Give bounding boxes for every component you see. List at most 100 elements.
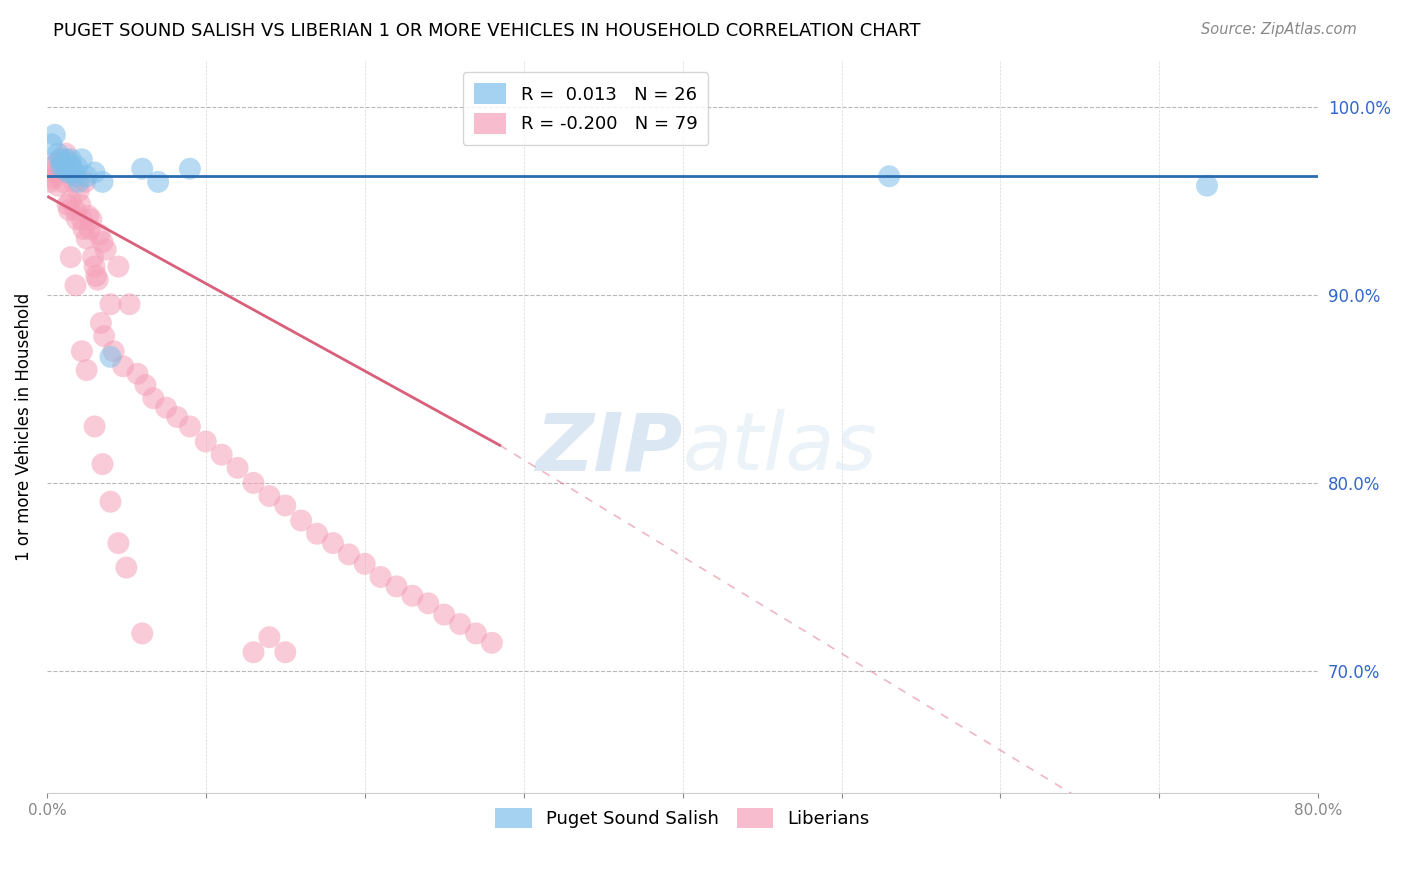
Point xyxy=(45,156,67,170)
Point xyxy=(307,526,329,541)
Point xyxy=(76,363,98,377)
Point xyxy=(84,268,107,283)
Point xyxy=(79,222,101,236)
Point xyxy=(80,212,103,227)
Point xyxy=(89,227,111,242)
Point xyxy=(51,153,73,167)
Point xyxy=(63,165,86,179)
Point xyxy=(449,617,471,632)
Point xyxy=(58,156,80,170)
Point xyxy=(226,461,249,475)
Point xyxy=(42,171,65,186)
Point xyxy=(70,344,93,359)
Point xyxy=(82,250,104,264)
Point xyxy=(52,175,75,189)
Point xyxy=(131,626,153,640)
Point xyxy=(290,514,312,528)
Point xyxy=(55,146,77,161)
Point xyxy=(73,175,96,189)
Point xyxy=(481,636,503,650)
Point xyxy=(58,203,80,218)
Point xyxy=(44,165,66,179)
Point xyxy=(103,344,125,359)
Point xyxy=(131,161,153,176)
Point xyxy=(66,160,89,174)
Point xyxy=(83,260,105,274)
Point xyxy=(179,161,201,176)
Text: atlas: atlas xyxy=(682,409,877,488)
Point xyxy=(259,630,281,644)
Point xyxy=(337,548,360,562)
Point xyxy=(77,209,100,223)
Point xyxy=(67,184,90,198)
Text: PUGET SOUND SALISH VS LIBERIAN 1 OR MORE VEHICLES IN HOUSEHOLD CORRELATION CHART: PUGET SOUND SALISH VS LIBERIAN 1 OR MORE… xyxy=(53,22,921,40)
Point xyxy=(60,161,83,176)
Point xyxy=(211,448,233,462)
Point xyxy=(433,607,456,622)
Point xyxy=(127,367,149,381)
Point xyxy=(1195,178,1218,193)
Point xyxy=(65,169,87,184)
Text: ZIP: ZIP xyxy=(536,409,682,488)
Point xyxy=(41,160,63,174)
Point xyxy=(93,329,115,343)
Point xyxy=(90,316,112,330)
Point xyxy=(55,153,77,167)
Point xyxy=(112,359,135,374)
Point xyxy=(100,494,122,508)
Point xyxy=(69,197,91,211)
Point xyxy=(41,137,63,152)
Point xyxy=(39,175,62,189)
Point xyxy=(134,378,156,392)
Point xyxy=(66,212,89,227)
Point xyxy=(56,197,79,211)
Point xyxy=(70,153,93,167)
Point xyxy=(118,297,141,311)
Point xyxy=(107,260,129,274)
Point xyxy=(465,626,488,640)
Point xyxy=(242,645,264,659)
Point xyxy=(83,419,105,434)
Point xyxy=(94,243,117,257)
Point xyxy=(179,419,201,434)
Legend: Puget Sound Salish, Liberians: Puget Sound Salish, Liberians xyxy=(488,800,877,836)
Point xyxy=(194,434,217,449)
Point xyxy=(65,203,87,218)
Point xyxy=(53,160,76,174)
Point xyxy=(91,235,114,249)
Point xyxy=(63,175,86,189)
Point xyxy=(46,178,69,193)
Point xyxy=(370,570,392,584)
Point xyxy=(146,175,169,189)
Point xyxy=(401,589,423,603)
Point xyxy=(59,153,82,167)
Point xyxy=(44,128,66,142)
Point xyxy=(166,410,188,425)
Point xyxy=(100,297,122,311)
Point xyxy=(274,645,297,659)
Point xyxy=(52,156,75,170)
Point xyxy=(72,222,94,236)
Point xyxy=(877,169,900,184)
Point xyxy=(59,250,82,264)
Point xyxy=(53,161,76,176)
Point xyxy=(87,273,110,287)
Point xyxy=(70,212,93,227)
Point xyxy=(56,165,79,179)
Point xyxy=(385,579,408,593)
Point xyxy=(353,557,375,571)
Point xyxy=(46,146,69,161)
Point xyxy=(155,401,177,415)
Point xyxy=(91,175,114,189)
Point xyxy=(142,391,165,405)
Point xyxy=(76,231,98,245)
Point xyxy=(59,194,82,208)
Point xyxy=(60,161,83,176)
Point xyxy=(259,489,281,503)
Point xyxy=(48,165,70,179)
Point xyxy=(51,160,73,174)
Point xyxy=(115,560,138,574)
Y-axis label: 1 or more Vehicles in Household: 1 or more Vehicles in Household xyxy=(15,293,32,560)
Point xyxy=(48,153,70,167)
Point xyxy=(107,536,129,550)
